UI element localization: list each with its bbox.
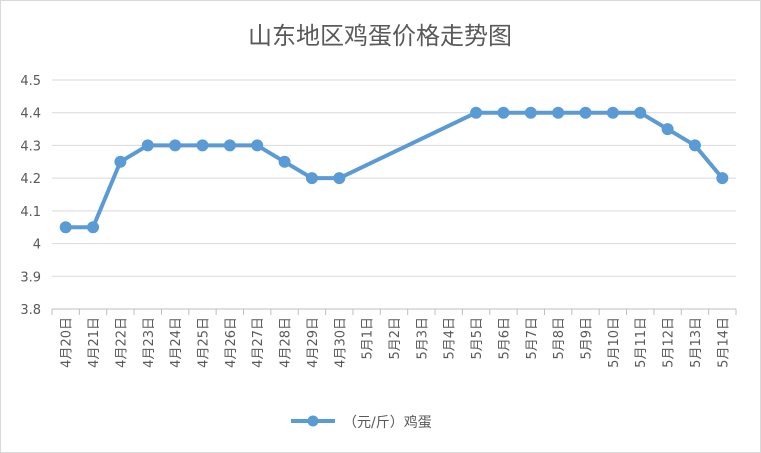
data-point: [223, 139, 236, 152]
x-tick-label: 5月4日: [443, 317, 458, 360]
x-tick-label: 5月14日: [716, 317, 731, 368]
legend-marker: [307, 415, 319, 427]
x-tick-label: 4月21日: [87, 317, 102, 368]
x-tick-label: 4月30日: [333, 317, 348, 368]
x-tick-label: 4月27日: [251, 317, 266, 368]
data-point: [333, 172, 346, 185]
data-point: [87, 221, 100, 234]
x-tick-label: 4月24日: [169, 317, 184, 368]
x-tick-label: 5月6日: [497, 317, 512, 360]
data-point: [661, 123, 674, 136]
data-point: [606, 106, 619, 119]
x-tick-label: 4月20日: [60, 317, 75, 368]
x-tick-label: 5月10日: [607, 317, 622, 368]
x-tick-label: 5月2日: [388, 317, 403, 360]
data-point: [716, 172, 729, 185]
x-tick-label: 5月7日: [525, 317, 540, 360]
chart-title: 山东地区鸡蛋价格走势图: [248, 22, 512, 50]
x-tick-label: 5月9日: [580, 317, 595, 360]
y-tick-label: 3.8: [20, 303, 41, 318]
data-point: [196, 139, 209, 152]
data-point: [634, 106, 647, 119]
data-point: [251, 139, 264, 152]
x-tick-label: 5月5日: [470, 317, 485, 360]
data-point: [305, 172, 318, 185]
data-point: [141, 139, 154, 152]
y-tick-label: 4.3: [20, 139, 41, 154]
y-tick-label: 3.9: [20, 270, 41, 285]
x-tick-label: 4月25日: [196, 317, 211, 368]
y-tick-label: 4.1: [20, 205, 41, 220]
series-line: [63, 110, 725, 230]
series-layer: [59, 106, 729, 234]
y-tick-label: 4.5: [20, 74, 41, 89]
y-tick-label: 4.4: [20, 107, 41, 122]
data-point: [579, 106, 592, 119]
data-point: [552, 106, 565, 119]
legend-label: （元/斤）鸡蛋: [343, 414, 432, 431]
data-point: [114, 155, 127, 168]
x-axis: 4月20日 4月21日 4月22日 4月23日 4月24日 4月25日 4月26日 4月27日…: [51, 308, 737, 368]
x-tick-label: 4月23日: [142, 317, 157, 368]
data-point: [497, 106, 510, 119]
data-point: [470, 106, 483, 119]
data-point: [278, 155, 291, 168]
x-tick-label: 5月3日: [415, 317, 430, 360]
x-tick-label: 4月22日: [114, 317, 129, 368]
data-point: [688, 139, 701, 152]
data-point: [59, 221, 72, 234]
data-point: [524, 106, 537, 119]
y-tick-label: 4.2: [20, 172, 41, 187]
y-tick-label: 4: [33, 238, 41, 253]
x-tick-label: 5月12日: [662, 317, 677, 368]
data-point: [169, 139, 182, 152]
x-tick-label: 5月8日: [552, 317, 567, 360]
y-axis-ticks: 3.8 3.9 4 4.1 4.2 4.3 4.4 4.5: [20, 74, 41, 318]
legend[interactable]: （元/斤）鸡蛋: [291, 414, 432, 431]
x-tick-label: 5月1日: [361, 317, 376, 360]
x-tick-label: 4月28日: [279, 317, 294, 368]
x-tick-label: 4月29日: [306, 317, 321, 368]
x-tick-label: 5月11日: [634, 317, 649, 368]
x-tick-label: 5月13日: [689, 317, 704, 368]
x-tick-label: 4月26日: [224, 317, 239, 368]
